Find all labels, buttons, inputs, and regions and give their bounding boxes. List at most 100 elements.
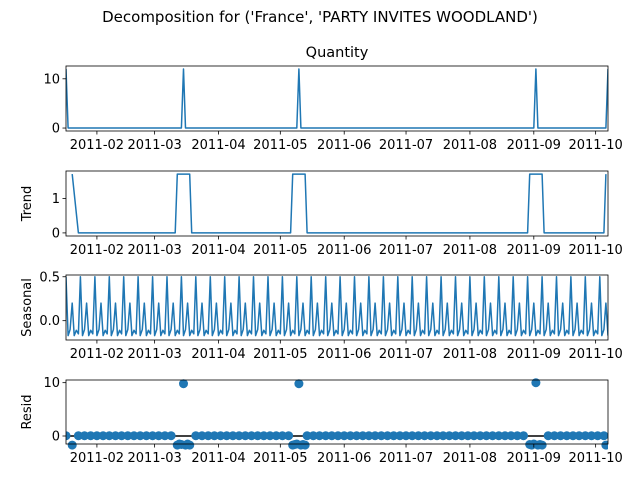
x-tick-label: 2011-03 bbox=[127, 138, 181, 153]
panel-0: Quantity 0 10 2011-02 2011-03 2011-04 2011-05 2… bbox=[43, 45, 622, 153]
resid-point bbox=[413, 431, 423, 441]
resid-point bbox=[333, 431, 343, 441]
x-tick-label: 2011-08 bbox=[443, 451, 497, 466]
x-tick-label: 2011-09 bbox=[507, 347, 561, 362]
resid-point bbox=[197, 431, 207, 441]
resid-point bbox=[601, 440, 608, 450]
x-tick-label: 2011-10 bbox=[568, 243, 622, 258]
resid-point bbox=[302, 431, 312, 441]
x-tick-label: 2011-09 bbox=[507, 138, 561, 153]
y-axis-label: Trend bbox=[20, 186, 35, 223]
series-1 bbox=[71, 173, 607, 234]
x-tick-label: 2011-04 bbox=[191, 138, 245, 153]
resid-point bbox=[123, 431, 133, 441]
resid-point bbox=[531, 378, 541, 388]
resid-point bbox=[117, 431, 127, 441]
resid-point bbox=[129, 431, 139, 441]
panel-1: Trend 0 1 2011-02 2011-03 2011-04 2011-05 2011-… bbox=[20, 170, 623, 258]
resid-point bbox=[203, 431, 213, 441]
resid-point bbox=[222, 431, 232, 441]
resid-point bbox=[451, 431, 460, 441]
x-tick-label: 2011-07 bbox=[379, 451, 433, 466]
resid-point bbox=[438, 431, 448, 441]
resid-point bbox=[488, 431, 498, 441]
x-tick-label: 2011-04 bbox=[191, 347, 245, 362]
series-2 bbox=[66, 276, 608, 337]
resid-point bbox=[240, 431, 250, 441]
x-tick-label: 2011-03 bbox=[127, 347, 181, 362]
x-tick-label: 2011-09 bbox=[507, 451, 561, 466]
x-tick-label: 2011-07 bbox=[379, 138, 433, 153]
series-0 bbox=[66, 68, 608, 129]
resid-point bbox=[209, 431, 219, 441]
axes-frame bbox=[65, 65, 609, 132]
y-tick-label: 10 bbox=[43, 72, 60, 87]
y-tick-label: 1 bbox=[52, 192, 60, 207]
resid-point bbox=[80, 431, 89, 441]
resid-point bbox=[160, 431, 170, 441]
resid-point bbox=[475, 431, 485, 441]
x-tick-label: 2011-05 bbox=[253, 243, 307, 258]
resid-point bbox=[549, 431, 559, 441]
resid-point bbox=[457, 431, 467, 441]
resid-point bbox=[284, 431, 294, 441]
resid-point bbox=[154, 431, 164, 441]
resid-point bbox=[599, 431, 608, 441]
panel-2: Seasonal 0.0 0.5 2011-02 2011-03 2011-04 2011-… bbox=[20, 270, 623, 362]
y-tick-label: 0.5 bbox=[39, 270, 60, 285]
x-tick-label: 2011-06 bbox=[317, 347, 371, 362]
resid-point bbox=[364, 431, 374, 441]
figure-suptitle: Decomposition for ('France', 'PARTY INVI… bbox=[102, 8, 538, 26]
x-tick-label: 2011-10 bbox=[568, 347, 622, 362]
resid-point bbox=[294, 379, 304, 389]
resid-point bbox=[494, 431, 504, 441]
resid-point bbox=[345, 431, 355, 441]
resid-point bbox=[259, 431, 269, 441]
x-tick-label: 2011-07 bbox=[379, 243, 433, 258]
x-tick-label: 2011-09 bbox=[507, 243, 561, 258]
y-tick-label: 0 bbox=[52, 430, 60, 445]
x-tick-label: 2011-07 bbox=[379, 347, 433, 362]
x-tick-label: 2011-04 bbox=[191, 243, 245, 258]
x-tick-label: 2011-02 bbox=[70, 451, 124, 466]
resid-point bbox=[339, 431, 349, 441]
resid-point bbox=[543, 431, 553, 441]
resid-point bbox=[537, 440, 547, 450]
x-tick-label: 2011-02 bbox=[70, 347, 124, 362]
resid-point bbox=[389, 431, 399, 441]
resid-point bbox=[67, 440, 77, 450]
resid-point bbox=[166, 431, 176, 441]
x-tick-label: 2011-08 bbox=[443, 347, 497, 362]
x-tick-label: 2011-02 bbox=[70, 243, 124, 258]
series-line bbox=[66, 68, 608, 129]
x-tick-label: 2011-03 bbox=[127, 243, 181, 258]
resid-point bbox=[556, 431, 566, 441]
resid-point bbox=[587, 431, 596, 441]
resid-point bbox=[481, 431, 491, 441]
y-tick-label: 0.0 bbox=[39, 314, 60, 329]
resid-point bbox=[315, 431, 324, 441]
resid-point bbox=[401, 431, 411, 441]
x-tick-label: 2011-05 bbox=[253, 451, 307, 466]
resid-point bbox=[277, 431, 287, 441]
x-tick-label: 2011-10 bbox=[568, 451, 622, 466]
resid-point bbox=[370, 431, 380, 441]
resid-point bbox=[271, 431, 281, 441]
resid-point bbox=[512, 431, 522, 441]
panel-3: Resid 0 10 2011-02 2011-03 2011-04 2011-05 2011… bbox=[20, 376, 623, 466]
resid-point bbox=[104, 431, 114, 441]
x-tick-label: 2011-02 bbox=[70, 138, 124, 153]
resid-point bbox=[191, 431, 201, 441]
resid-point bbox=[327, 431, 337, 441]
y-tick-label: 0 bbox=[52, 122, 60, 137]
resid-point bbox=[562, 431, 572, 441]
resid-point bbox=[420, 431, 430, 441]
resid-point bbox=[98, 431, 108, 441]
axes-frame bbox=[65, 170, 609, 237]
resid-point bbox=[376, 431, 386, 441]
x-tick-label: 2011-04 bbox=[191, 451, 245, 466]
panel-title: Quantity bbox=[306, 45, 369, 61]
x-tick-label: 2011-06 bbox=[317, 451, 371, 466]
resid-point bbox=[185, 440, 195, 450]
resid-point bbox=[383, 431, 392, 441]
